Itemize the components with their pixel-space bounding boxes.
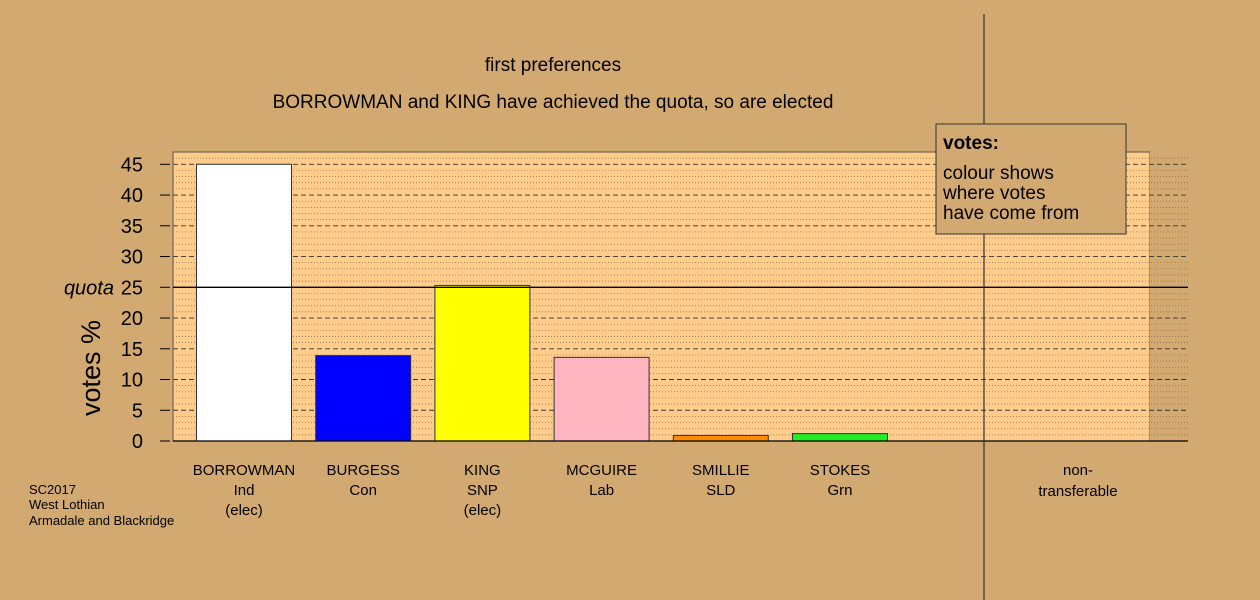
bar-borrowman — [196, 163, 292, 442]
y-tick-label: 10 — [121, 370, 143, 392]
x-axis-labels: BORROWMAN Ind (elec) BURGESS Con KING SNP (elec… — [193, 462, 871, 519]
x-label-mcguire: MCGUIRE — [566, 462, 637, 479]
x-label-burgess: BURGESS — [327, 462, 400, 479]
bar-stokes — [792, 433, 888, 442]
chart-subtitle: BORROWMAN and KING have achieved the quo… — [273, 92, 834, 113]
legend-box — [935, 123, 1127, 235]
x-label-smillie: SMILLIE — [692, 462, 750, 479]
bar-smillie — [672, 434, 769, 442]
legend-line: where votes — [942, 183, 1045, 204]
nontransferable-label: non- — [1063, 462, 1093, 479]
x-label-smillie: SLD — [706, 482, 735, 499]
y-axis-ticks: 0 5 10 15 20 25 30 35 40 45 — [121, 154, 170, 453]
bars-group — [196, 163, 888, 442]
x-label-king: KING — [464, 462, 501, 479]
y-tick-label: 25 — [121, 277, 143, 299]
footer-line: West Lothian — [29, 497, 105, 512]
legend: votes: colour shows where votes have com… — [935, 123, 1127, 235]
quota-label: quota — [64, 277, 114, 299]
x-label-stokes: Grn — [827, 482, 852, 499]
y-tick-label: 0 — [132, 431, 143, 453]
y-tick-label: 20 — [121, 308, 143, 330]
footer-line: SC2017 — [29, 482, 76, 497]
legend-line: colour shows — [943, 163, 1054, 184]
x-label-borrowman: BORROWMAN — [193, 462, 296, 479]
legend-title: votes: — [943, 133, 999, 154]
y-tick-label: 45 — [121, 154, 143, 176]
plot-area-right-strip — [1150, 152, 1188, 441]
x-label-burgess: Con — [349, 482, 377, 499]
bar-mcguire — [553, 356, 650, 442]
x-label-stokes: STOKES — [810, 462, 871, 479]
y-tick-label: 40 — [121, 185, 143, 207]
y-tick-label: 35 — [121, 216, 143, 238]
y-tick-label: 15 — [121, 339, 143, 361]
y-tick-label: 30 — [121, 247, 143, 269]
bar-king — [434, 284, 531, 442]
nontransferable-label: transferable — [1038, 483, 1117, 500]
x-label-king: (elec) — [464, 502, 502, 519]
legend-line: have come from — [943, 203, 1079, 224]
bar-burgess — [315, 355, 412, 442]
x-label-borrowman: Ind — [234, 482, 255, 499]
x-label-mcguire: Lab — [589, 482, 614, 499]
chart-title: first preferences — [485, 55, 621, 76]
y-tick-label: 5 — [132, 400, 143, 422]
x-label-borrowman: (elec) — [225, 502, 263, 519]
footer-line: Armadale and Blackridge — [29, 513, 174, 528]
x-label-king: SNP — [467, 482, 498, 499]
y-axis-label: votes % — [76, 320, 106, 416]
